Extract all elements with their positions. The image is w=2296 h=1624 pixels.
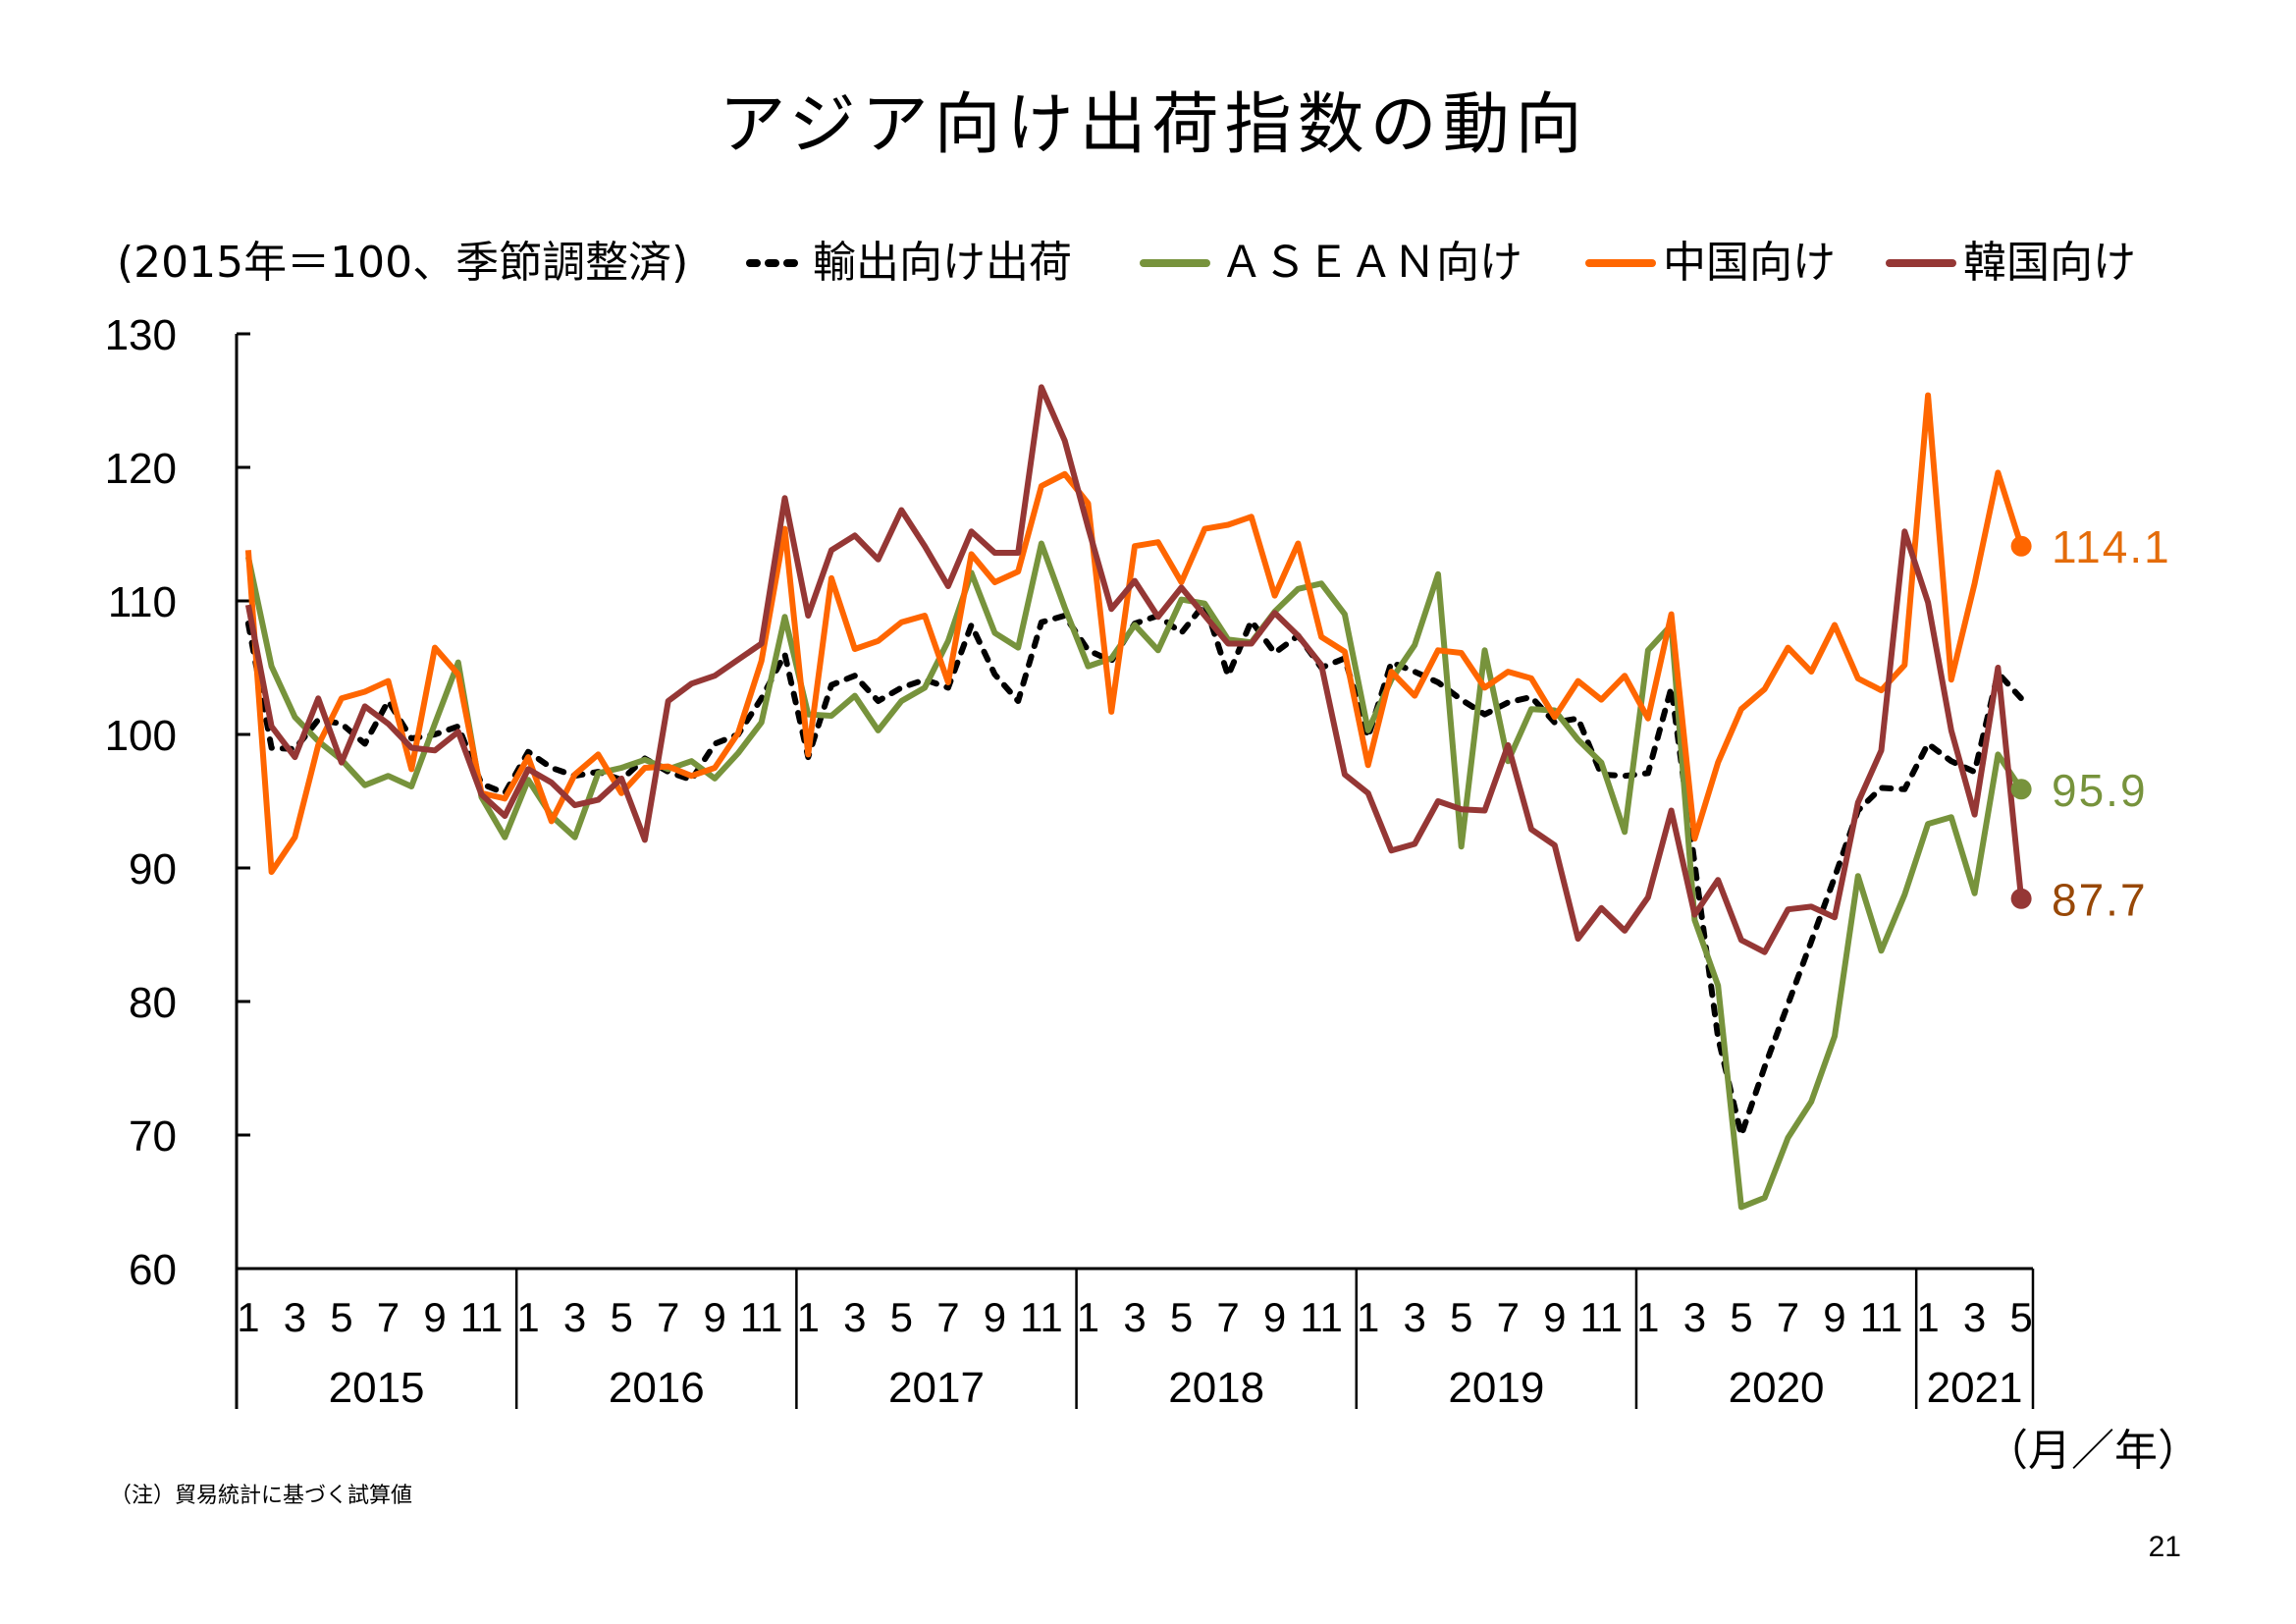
x-tick-label-month: 9 xyxy=(423,1294,446,1340)
end-markers: 95.9 114.1 87.7 xyxy=(2010,521,2171,925)
x-tick-label-month: 9 xyxy=(1263,1294,1286,1340)
legend-label-export: 輸出向け出荷 xyxy=(813,238,1072,288)
series-line-export xyxy=(244,600,2025,1138)
y-tick-label: 90 xyxy=(129,845,177,893)
x-tick-label-month: 5 xyxy=(330,1294,352,1340)
x-tick-label-month: 1 xyxy=(237,1294,259,1340)
chart-title: アジア向け出荷指数の動向 xyxy=(719,86,1588,164)
x-tick-label-year: 2018 xyxy=(1168,1364,1264,1412)
x-tick-label-month: 3 xyxy=(843,1294,866,1340)
x-tick-label-month: 11 xyxy=(1300,1294,1343,1340)
end-value-label-china: 114.1 xyxy=(2052,521,2171,572)
x-tick-label-month: 9 xyxy=(984,1294,1006,1340)
end-value-label-asean: 95.9 xyxy=(2052,765,2148,816)
legend-line-icon xyxy=(1140,259,1210,267)
series-line-korea xyxy=(244,384,2025,955)
legend-dash xyxy=(765,259,779,267)
end-point-marker-china xyxy=(2010,535,2032,557)
x-tick-label-month: 3 xyxy=(1683,1294,1706,1340)
x-tick-label-month: 7 xyxy=(1777,1294,1799,1340)
page-number: 21 xyxy=(2148,1531,2181,1563)
x-tick-label-month: 3 xyxy=(1123,1294,1146,1340)
x-tick-label-month: 1 xyxy=(1636,1294,1659,1340)
x-tick-label-year: 2015 xyxy=(329,1364,425,1412)
x-tick-label-month: 5 xyxy=(610,1294,632,1340)
end-point-marker-korea xyxy=(2010,888,2032,909)
x-tick-label-month: 5 xyxy=(1170,1294,1193,1340)
x-tick-label-month: 1 xyxy=(797,1294,820,1340)
x-tick-label-month: 7 xyxy=(936,1294,959,1340)
x-tick-label-year: 2016 xyxy=(609,1364,705,1412)
legend-note: (2015年＝100、季節調整済) xyxy=(117,238,689,288)
y-tick-label: 110 xyxy=(108,578,177,626)
y-tick-label: 60 xyxy=(129,1246,177,1294)
x-tick-label-month: 9 xyxy=(1823,1294,1845,1340)
legend-dash xyxy=(746,259,761,267)
x-tick-label-month: 7 xyxy=(377,1294,400,1340)
x-tick-label-month: 1 xyxy=(1916,1294,1939,1340)
x-tick-label-year: 2019 xyxy=(1448,1364,1544,1412)
x-tick-label-month: 3 xyxy=(284,1294,306,1340)
series-line-asean xyxy=(244,540,2024,1211)
x-tick-label-month: 9 xyxy=(1543,1294,1566,1340)
y-tick-label: 70 xyxy=(129,1112,177,1161)
x-tick-label-month: 5 xyxy=(1730,1294,1752,1340)
x-tick-label-month: 3 xyxy=(1404,1294,1426,1340)
x-tick-label-month: 11 xyxy=(1580,1294,1624,1340)
x-tick-label-month: 11 xyxy=(1860,1294,1903,1340)
legend-label-china: 中国向け xyxy=(1663,238,1836,288)
legend-line-icon xyxy=(1585,259,1656,267)
legend-line-icon xyxy=(1886,259,1956,267)
y-tick-label: 80 xyxy=(129,979,177,1027)
end-point-marker-asean xyxy=(2010,779,2032,800)
end-value-label-korea: 87.7 xyxy=(2052,874,2148,925)
y-tick-label: 120 xyxy=(105,445,177,493)
footnote: （注）貿易統計に基づく試算値 xyxy=(110,1484,413,1508)
x-tick-label-month: 1 xyxy=(1357,1294,1379,1340)
series-lines xyxy=(244,384,2025,1211)
x-tick-label-month: 3 xyxy=(563,1294,586,1340)
y-tick-label: 130 xyxy=(105,311,177,359)
x-tick-label-month: 11 xyxy=(1020,1294,1063,1340)
x-tick-label-year: 2020 xyxy=(1729,1364,1825,1412)
x-tick-label-month: 7 xyxy=(1216,1294,1239,1340)
x-tick-label-year: 2017 xyxy=(888,1364,985,1412)
series-line-china xyxy=(244,392,2024,876)
x-tick-label-month: 1 xyxy=(516,1294,539,1340)
legend-label-asean: ＡＳＥＡＮ向け xyxy=(1220,238,1522,288)
x-tick-label-month: 5 xyxy=(1450,1294,1472,1340)
legend-label-korea: 韓国向け xyxy=(1963,238,2136,288)
x-tick-label-month: 5 xyxy=(2009,1294,2032,1340)
x-tick-label-month: 3 xyxy=(1963,1294,1986,1340)
x-tick-label-month: 11 xyxy=(740,1294,783,1340)
legend-dash xyxy=(783,259,798,267)
x-tick-label-month: 9 xyxy=(704,1294,726,1340)
x-tick-label-month: 7 xyxy=(657,1294,679,1340)
x-tick-label-month: 11 xyxy=(460,1294,504,1340)
y-tick-label: 100 xyxy=(105,712,177,760)
x-tick-label-year: 2021 xyxy=(1927,1364,2023,1412)
x-tick-label-month: 7 xyxy=(1497,1294,1520,1340)
x-tick-label-month: 1 xyxy=(1077,1294,1099,1340)
x-axis-unit-label: （月／年） xyxy=(1985,1426,2201,1476)
x-tick-label-month: 5 xyxy=(890,1294,913,1340)
